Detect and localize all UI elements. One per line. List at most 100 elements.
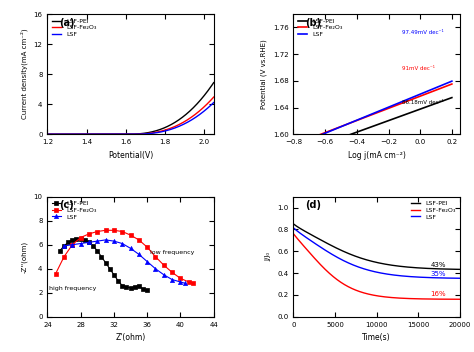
Text: 35%: 35% (431, 271, 446, 277)
LSF-PEI (333, 138, 338, 142)
Legend: LSF-PEI, LSF-Fe₂O₃, LSF: LSF-PEI, LSF-Fe₂O₃, LSF (51, 17, 98, 38)
LSF (86, 240, 92, 244)
LSF-PEI (308, 232, 313, 237)
LSF-Fe₂O₃ (457, 297, 463, 301)
LSF-PEI (291, 222, 296, 226)
LSF (128, 246, 133, 250)
Text: 43%: 43% (431, 262, 446, 268)
Text: 91mV dec⁻¹: 91mV dec⁻¹ (401, 65, 435, 71)
LSF-Fe₂O₃ (61, 254, 67, 259)
LSF-Fe₂O₃ (211, 95, 217, 99)
LSF (420, 275, 426, 279)
LSF (300, 140, 306, 144)
LSF-PEI (300, 150, 306, 154)
LSF-Fe₂O₃ (70, 243, 75, 247)
LSF-PEI (45, 132, 50, 136)
LSF-Fe₂O₃ (153, 254, 158, 259)
LSF-PEI (405, 265, 410, 269)
LSF (207, 104, 212, 108)
LSF-PEI (436, 100, 441, 105)
LSF-PEI (320, 142, 326, 146)
LSF (320, 132, 326, 136)
LSF-PEI (125, 132, 130, 136)
X-axis label: Log j(mA cm⁻²): Log j(mA cm⁻²) (348, 151, 406, 159)
LSF-PEI (132, 285, 137, 289)
LSF-PEI (211, 81, 217, 85)
LSF (135, 132, 140, 136)
LSF-PEI (297, 151, 303, 155)
X-axis label: Z'(ohm): Z'(ohm) (115, 333, 146, 342)
Text: low frequency: low frequency (151, 250, 195, 255)
LSF (308, 238, 313, 243)
LSF-Fe₂O₃ (136, 238, 142, 242)
Text: 16%: 16% (431, 291, 447, 297)
LSF-PEI (420, 266, 426, 270)
LSF-PEI (207, 86, 212, 90)
LSF-PEI (441, 99, 447, 103)
Line: LSF-PEI: LSF-PEI (293, 224, 460, 269)
Y-axis label: Current density(mA cm⁻²): Current density(mA cm⁻²) (20, 29, 28, 119)
LSF-Fe₂O₃ (364, 291, 370, 296)
LSF (61, 244, 67, 248)
LSF (45, 132, 50, 136)
LSF (136, 252, 142, 257)
LSF-Fe₂O₃ (333, 126, 338, 131)
LSF (161, 273, 167, 277)
LSF-PEI (115, 279, 121, 283)
Y-axis label: J/J₀: J/J₀ (266, 252, 272, 261)
LSF-PEI (124, 285, 129, 289)
LSF-Fe₂O₃ (53, 271, 59, 276)
Line: LSF: LSF (47, 102, 214, 134)
LSF-Fe₂O₃ (291, 232, 296, 236)
LSF-PEI (90, 244, 96, 248)
X-axis label: Time(s): Time(s) (362, 333, 391, 342)
LSF-PEI (99, 254, 104, 259)
Text: 97.49mV dec⁻¹: 97.49mV dec⁻¹ (401, 30, 443, 34)
LSF (211, 100, 217, 105)
LSF-PEI (364, 258, 370, 262)
LSF (449, 79, 455, 83)
LSF-PEI (423, 266, 429, 270)
LSF-Fe₂O₃ (441, 85, 447, 89)
Line: LSF: LSF (62, 238, 187, 285)
LSF (423, 275, 429, 279)
LSF-PEI (140, 287, 146, 291)
Line: LSF-Fe₂O₃: LSF-Fe₂O₃ (293, 234, 460, 299)
LSF-PEI (144, 131, 149, 135)
LSF-Fe₂O₃ (300, 139, 306, 143)
LSF-PEI (111, 273, 117, 277)
LSF-Fe₂O₃ (207, 99, 212, 103)
LSF (291, 226, 296, 230)
LSF-Fe₂O₃ (297, 140, 303, 144)
Line: LSF-PEI: LSF-PEI (47, 83, 214, 134)
LSF-PEI (82, 238, 88, 242)
LSF-PEI (457, 267, 463, 271)
LSF (182, 281, 187, 285)
LSF (144, 132, 149, 136)
LSF-Fe₂O₃ (358, 290, 364, 294)
LSF-Fe₂O₃ (45, 132, 50, 136)
Text: (d): (d) (305, 200, 321, 210)
LSF (178, 280, 183, 284)
LSF (78, 241, 83, 246)
LSF-Fe₂O₃ (111, 228, 117, 232)
LSF (119, 241, 125, 246)
Line: LSF-Fe₂O₃: LSF-Fe₂O₃ (293, 84, 452, 145)
LSF-PEI (86, 240, 92, 244)
LSF (297, 142, 303, 146)
LSF (111, 239, 117, 243)
LSF (103, 238, 109, 242)
Text: (a): (a) (59, 18, 74, 28)
LSF-Fe₂O₃ (86, 232, 92, 236)
LSF-Fe₂O₃ (78, 235, 83, 240)
Y-axis label: -Z''(ohm): -Z''(ohm) (21, 241, 28, 273)
LSF-Fe₂O₃ (181, 120, 187, 124)
LSF-PEI (136, 283, 142, 288)
LSF-PEI (144, 288, 150, 293)
Line: LSF-PEI: LSF-PEI (293, 98, 452, 155)
LSF-PEI (57, 249, 63, 253)
LSF (125, 132, 130, 136)
LSF-Fe₂O₃ (161, 263, 167, 267)
LSF-Fe₂O₃ (124, 132, 129, 136)
LSF-Fe₂O₃ (169, 270, 175, 275)
